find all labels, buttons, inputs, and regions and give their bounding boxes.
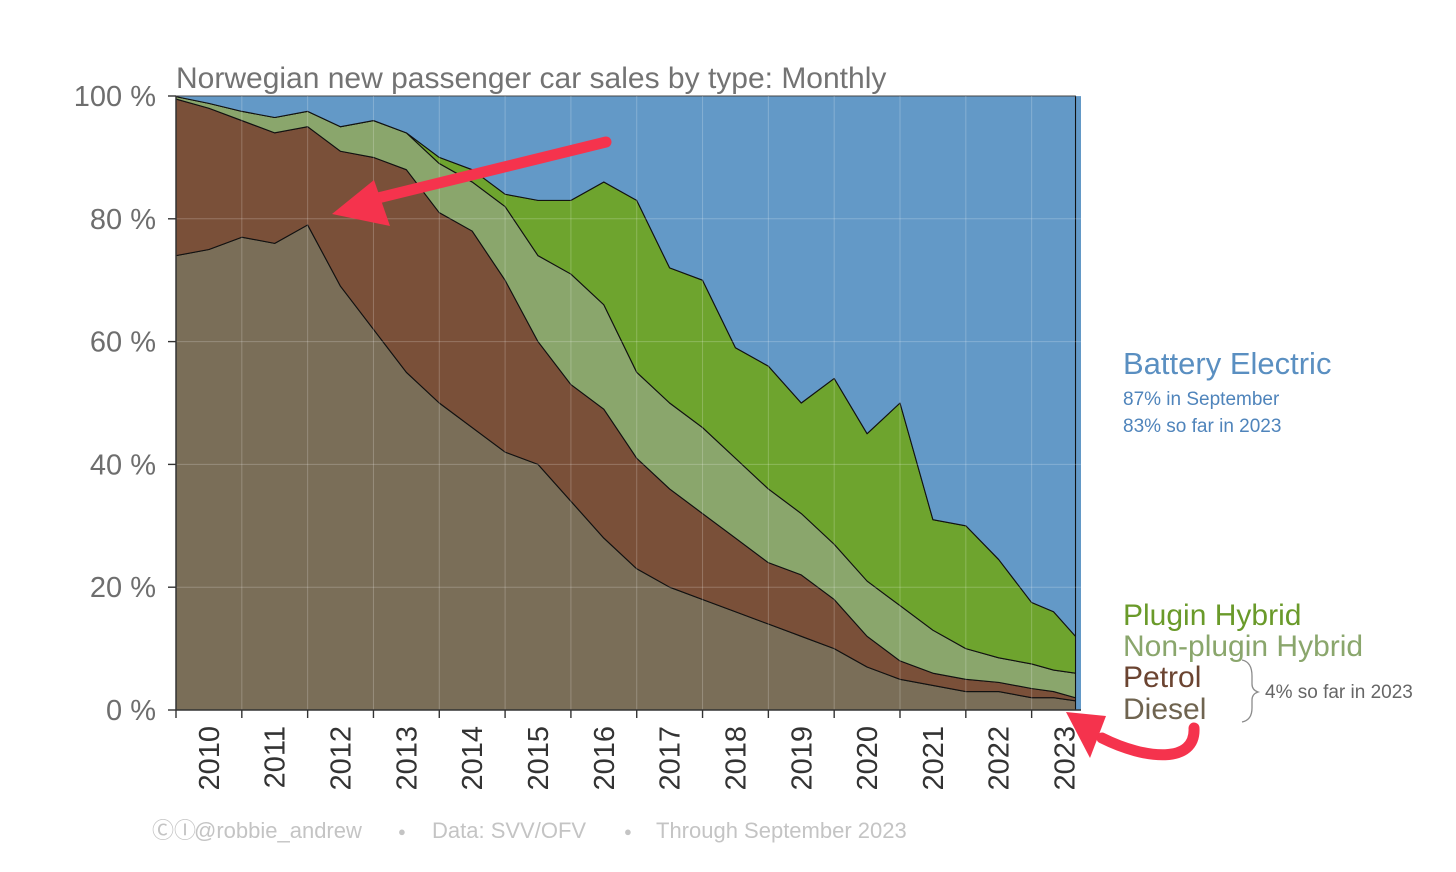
legend-plugin-hybrid: Plugin Hybrid	[1123, 599, 1301, 632]
annotation-arrows	[332, 136, 1200, 761]
y-tick-label: 60 %	[90, 327, 156, 359]
y-tick-label: 80 %	[90, 204, 156, 236]
x-axis: 2010 2011 2012 2013 2014 2015 2016 2017 2018 2019…	[175, 709, 1082, 791]
arrow-shaft-2	[1096, 722, 1200, 761]
cc-icons: ⒸⒾ	[152, 818, 196, 843]
x-tick-label: 2023	[1050, 726, 1082, 791]
x-tick-label: 2010	[194, 726, 226, 791]
footer-separator-2: ●	[624, 824, 632, 839]
x-tick-label: 2018	[720, 726, 752, 791]
y-tick-label: 100 %	[74, 81, 156, 113]
fossil-note: 4% so far in 2023	[1265, 682, 1413, 703]
footer-separator-1: ●	[398, 824, 406, 839]
footer-author: @robbie_andrew	[194, 818, 362, 843]
bev-note-september: 87% in September	[1123, 389, 1280, 410]
area-battery-electric	[175, 95, 1077, 637]
arrow-head-2	[1066, 712, 1106, 758]
stacked-areas	[175, 95, 1077, 711]
y-tick-label: 40 %	[90, 449, 156, 481]
footer-source: Data: SVV/OFV	[432, 818, 586, 843]
x-tick-label: 2015	[523, 726, 555, 791]
footer: ⒸⒾ @robbie_andrew ● Data: SVV/OFV ● Thro…	[152, 818, 907, 843]
arrow-shaft-1	[372, 136, 612, 204]
chart-title: Norwegian new passenger car sales by typ…	[176, 62, 886, 95]
x-tick-label: 2022	[984, 726, 1016, 791]
footer-through: Through September 2023	[656, 818, 907, 843]
x-tick-label: 2011	[260, 726, 292, 788]
x-tick-label: 2012	[326, 726, 358, 791]
bev-note-year: 83% so far in 2023	[1123, 416, 1281, 437]
arrow-head-1	[332, 180, 390, 226]
x-tick-label: 2020	[852, 726, 884, 791]
x-tick-label: 2016	[589, 726, 621, 791]
x-tick-label: 2019	[786, 726, 818, 791]
x-tick-label: 2014	[457, 726, 489, 791]
legend-petrol: Petrol	[1123, 661, 1201, 694]
legend-diesel: Diesel	[1123, 693, 1206, 726]
legend: Battery Electric 87% in September 83% so…	[1123, 346, 1413, 726]
x-tick-label: 2021	[918, 726, 950, 791]
y-tick-label: 20 %	[90, 572, 156, 604]
x-tick-label: 2013	[391, 726, 423, 791]
legend-battery-electric: Battery Electric	[1123, 346, 1331, 381]
fossil-brace	[1241, 659, 1261, 723]
y-axis: 0 % 20 % 40 % 60 % 80 % 100 %	[74, 81, 177, 727]
y-tick-label: 0 %	[106, 695, 156, 727]
legend-non-plugin-hybrid: Non-plugin Hybrid	[1123, 630, 1363, 663]
x-tick-label: 2017	[655, 726, 687, 791]
